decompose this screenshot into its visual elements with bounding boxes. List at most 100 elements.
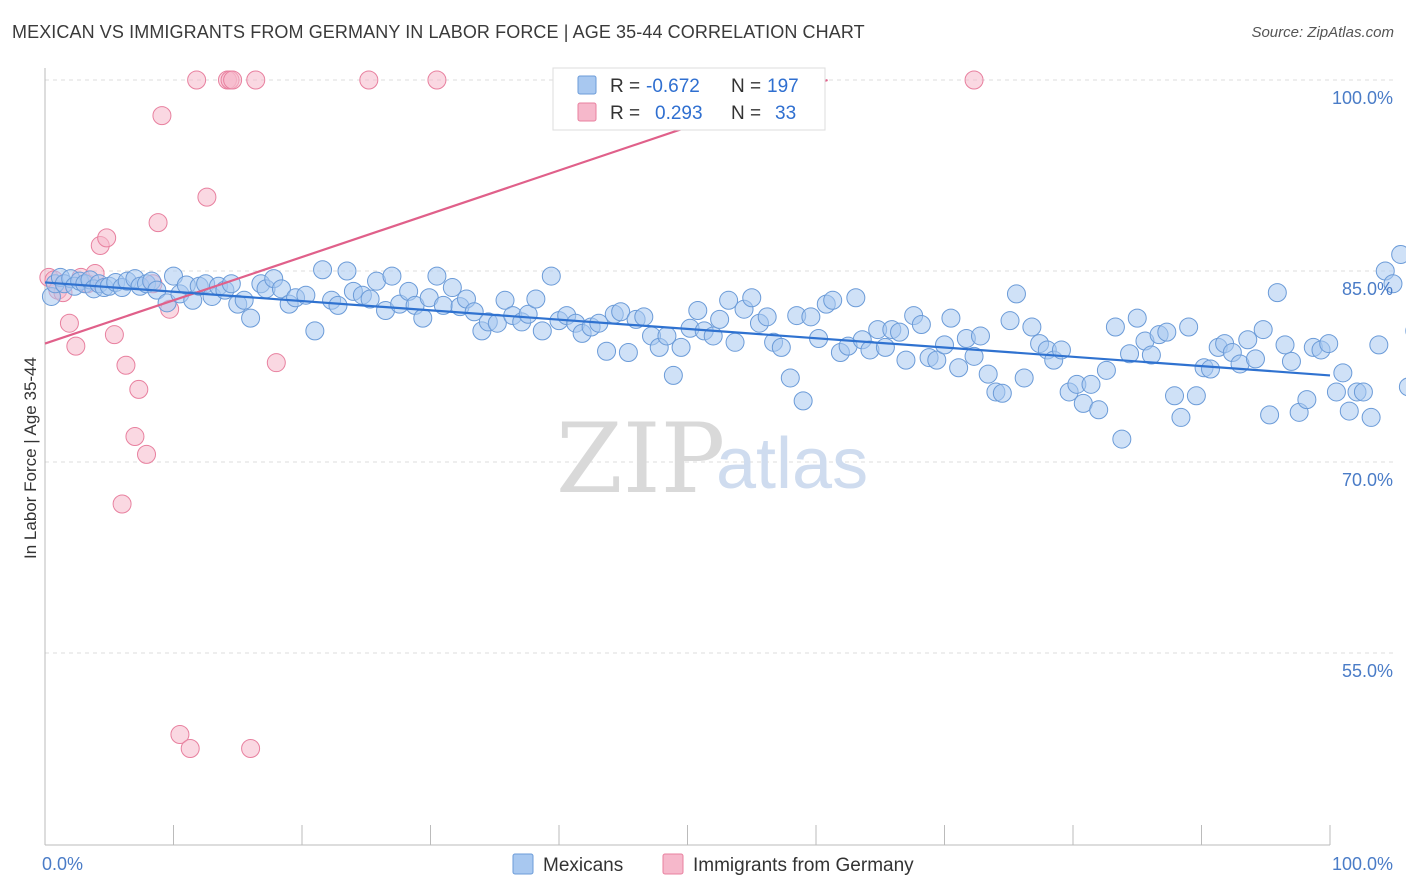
- data-point: [112, 494, 132, 514]
- data-point: [1398, 377, 1406, 397]
- data-point: [663, 365, 683, 385]
- watermark: ZIP atlas: [556, 403, 868, 515]
- bottom-legend-pink-swatch: [662, 853, 684, 875]
- data-point: [1112, 429, 1132, 449]
- data-point: [1200, 359, 1220, 379]
- data-point: [1297, 390, 1317, 410]
- data-point: [725, 332, 745, 352]
- data-point: [992, 383, 1012, 403]
- legend-blue-r-value: -0.672: [646, 76, 700, 97]
- data-point: [234, 290, 254, 310]
- data-point: [266, 353, 286, 373]
- data-point: [757, 307, 777, 327]
- data-point: [1319, 334, 1339, 354]
- y-tick-label: 55.0%: [1342, 661, 1393, 681]
- data-point: [719, 290, 739, 310]
- data-point: [197, 187, 217, 207]
- legend-pink-n-value: 33: [775, 103, 796, 124]
- data-point: [442, 278, 462, 298]
- data-point: [1120, 344, 1140, 364]
- data-point: [1022, 317, 1042, 337]
- data-point: [427, 70, 447, 90]
- data-point: [223, 70, 243, 90]
- data-point: [1383, 274, 1403, 294]
- y-tick-labels: 100.0% 85.0% 70.0% 55.0%: [1332, 88, 1393, 681]
- data-point: [793, 391, 813, 411]
- data-point: [964, 346, 984, 366]
- legend-blue-r-label: R =: [610, 76, 640, 97]
- data-point: [1105, 317, 1125, 337]
- data-point: [964, 70, 984, 90]
- data-point: [1089, 400, 1109, 420]
- data-point: [618, 342, 638, 362]
- data-point: [97, 228, 117, 248]
- legend-pink-r-label: R =: [610, 103, 640, 124]
- data-point: [359, 70, 379, 90]
- data-point: [1353, 382, 1373, 402]
- trend-line-mexicans: [44, 281, 1331, 377]
- data-point: [129, 379, 149, 399]
- chart-title: MEXICAN VS IMMIGRANTS FROM GERMANY IN LA…: [12, 22, 865, 42]
- data-point: [66, 336, 86, 356]
- data-point: [1369, 335, 1389, 355]
- data-point: [823, 290, 843, 310]
- data-point: [532, 321, 552, 341]
- data-point: [1260, 405, 1280, 425]
- data-point: [970, 326, 990, 346]
- pink-series-points: [39, 70, 984, 758]
- bottom-legend-mexicans: Mexicans: [543, 855, 623, 876]
- legend-box: [552, 67, 826, 131]
- data-point: [742, 288, 762, 308]
- data-point: [611, 302, 631, 322]
- y-tick-label: 100.0%: [1332, 88, 1393, 108]
- data-point: [495, 290, 515, 310]
- data-point: [1096, 360, 1116, 380]
- data-point: [1275, 335, 1295, 355]
- data-point: [949, 358, 969, 378]
- data-point: [464, 302, 484, 322]
- data-point: [634, 307, 654, 327]
- data-point: [241, 308, 261, 328]
- data-point: [1281, 351, 1301, 371]
- data-point: [241, 739, 261, 758]
- data-point: [671, 337, 691, 357]
- data-point: [927, 350, 947, 370]
- data-point: [1051, 340, 1071, 360]
- data-point: [1165, 386, 1185, 406]
- data-point: [1081, 374, 1101, 394]
- data-point: [771, 337, 791, 357]
- legend-blue-swatch: [577, 75, 597, 95]
- data-point: [780, 368, 800, 388]
- legend-blue-n-label: N =: [731, 76, 761, 97]
- data-point: [1014, 368, 1034, 388]
- data-point: [1391, 244, 1406, 264]
- data-point: [296, 285, 316, 305]
- data-point: [152, 106, 172, 126]
- data-point: [1127, 308, 1147, 328]
- data-point: [1253, 320, 1273, 340]
- data-point: [413, 308, 433, 328]
- data-point: [328, 295, 348, 315]
- data-point: [941, 308, 961, 328]
- data-point: [116, 355, 136, 375]
- source-credit: Source: ZipAtlas.com: [1251, 24, 1394, 41]
- watermark-zip: ZIP: [556, 403, 725, 515]
- data-point: [890, 322, 910, 342]
- data-point: [125, 427, 145, 447]
- data-point: [59, 313, 79, 333]
- data-point: [427, 266, 447, 286]
- series-legend: Mexicans Immigrants from Germany: [512, 853, 914, 876]
- y-axis-title: In Labor Force | Age 35-44: [21, 357, 40, 559]
- data-point: [1361, 407, 1381, 427]
- data-point: [187, 70, 207, 90]
- data-point: [305, 321, 325, 341]
- data-point: [526, 289, 546, 309]
- data-point: [246, 70, 266, 90]
- y-tick-label: 85.0%: [1342, 279, 1393, 299]
- data-point: [360, 289, 380, 309]
- data-point: [1171, 407, 1191, 427]
- data-point: [597, 341, 617, 361]
- data-point: [911, 314, 931, 334]
- data-point: [313, 260, 333, 280]
